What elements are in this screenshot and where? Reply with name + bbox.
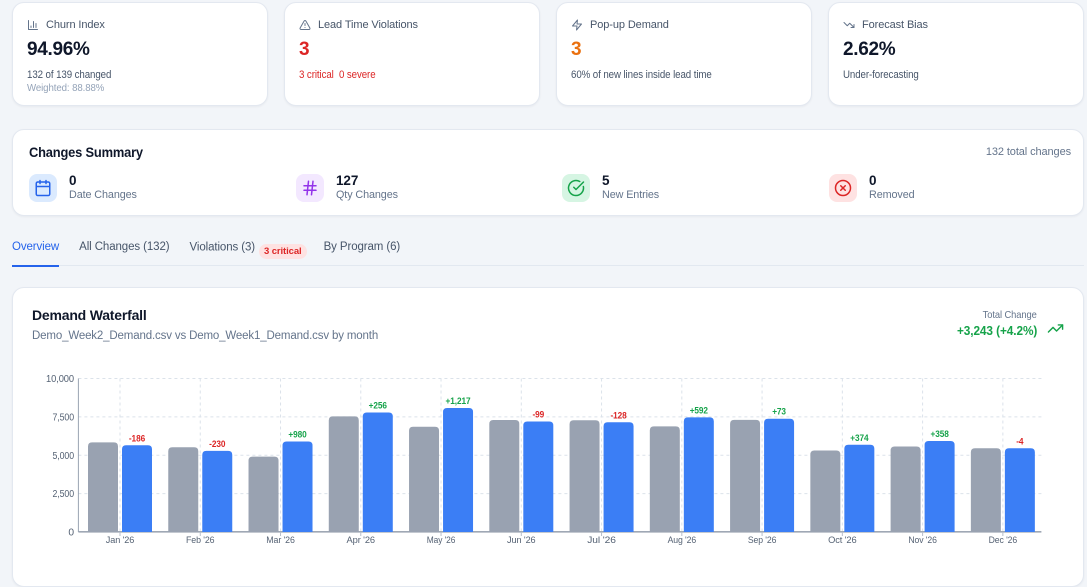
svg-text:+980: +980 (288, 430, 306, 440)
svg-text:Apr '26: Apr '26 (347, 535, 376, 546)
svg-text:Mar '26: Mar '26 (266, 535, 295, 546)
svg-text:Jun '26: Jun '26 (507, 535, 536, 546)
svg-text:May '26: May '26 (427, 535, 456, 546)
svg-text:+1,217: +1,217 (446, 396, 471, 406)
svg-text:+256: +256 (369, 400, 387, 410)
svg-text:-230: -230 (209, 439, 225, 449)
svg-text:5,000: 5,000 (53, 451, 75, 462)
svg-text:Jan '26: Jan '26 (106, 535, 135, 546)
svg-text:Oct '26: Oct '26 (828, 535, 857, 546)
svg-text:Feb '26: Feb '26 (186, 535, 215, 546)
svg-text:+358: +358 (930, 429, 948, 439)
svg-text:Sep '26: Sep '26 (748, 535, 777, 546)
svg-text:Jul '26: Jul '26 (587, 535, 616, 546)
svg-text:Nov '26: Nov '26 (908, 535, 937, 546)
svg-text:Aug '26: Aug '26 (668, 535, 697, 546)
svg-text:+592: +592 (690, 405, 708, 415)
svg-text:-186: -186 (129, 433, 145, 443)
svg-text:-128: -128 (610, 410, 626, 420)
svg-text:0: 0 (68, 528, 74, 539)
svg-text:-99: -99 (532, 410, 544, 420)
svg-text:Dec '26: Dec '26 (989, 535, 1018, 546)
svg-text:2,500: 2,500 (53, 489, 75, 500)
svg-text:-4: -4 (1016, 436, 1023, 446)
svg-text:+73: +73 (772, 407, 786, 417)
svg-text:7,500: 7,500 (53, 412, 75, 423)
svg-text:+374: +374 (850, 433, 868, 443)
svg-text:10,000: 10,000 (46, 374, 74, 385)
